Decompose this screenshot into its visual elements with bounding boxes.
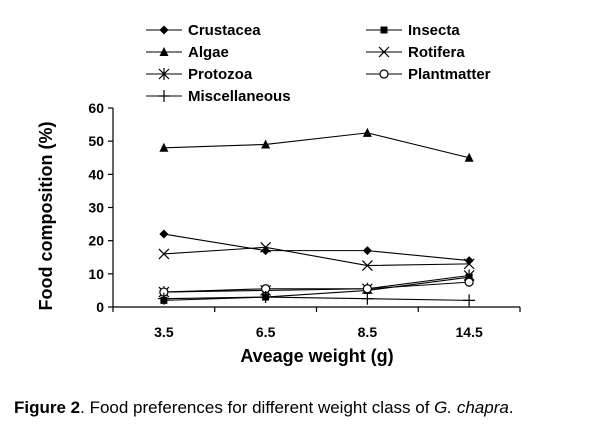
y-axis-title: Food composition (%) [36, 122, 56, 311]
protozoa-line [163, 274, 470, 293]
legend-item-rotifera: Rotifera [366, 44, 465, 61]
legend-item-insecta: Insecta [366, 22, 460, 39]
series-rotifera [158, 241, 475, 271]
crustacea-point [261, 246, 271, 256]
series-plantmatter [159, 277, 474, 297]
series-algae [159, 127, 474, 162]
y-tick-label: 40 [88, 166, 104, 182]
y-tick-label: 50 [88, 133, 104, 149]
legend-marker [158, 90, 170, 102]
plantmatter-point [464, 277, 474, 287]
x-axis-title: Aveage weight (g) [240, 346, 393, 366]
y-tick-label: 20 [88, 233, 104, 249]
algae-point [362, 127, 372, 137]
miscellaneous-point [463, 294, 476, 307]
legend-item-miscellaneous: Miscellaneous [146, 88, 291, 105]
y-tick-label: 0 [96, 299, 104, 315]
legend-marker [159, 25, 169, 35]
rotifera-line [163, 246, 470, 267]
crustacea-line [163, 233, 470, 262]
legend-marker [379, 69, 389, 79]
species-name: G. chapra [434, 398, 509, 417]
algae-line [163, 132, 470, 159]
y-tick-label: 60 [88, 100, 104, 116]
line-chart: Crustacea Insecta Algae Rotifera Protozoa Pla… [36, 22, 521, 366]
algae-point [159, 142, 169, 152]
legend-label: Algae [188, 44, 229, 61]
chart-series [157, 127, 476, 307]
rotifera-point [260, 241, 272, 253]
legend-item-plantmatter: Plantmatter [366, 66, 491, 83]
x-tick-label: 6.5 [256, 324, 276, 340]
legend-label: Crustacea [188, 22, 261, 39]
legend-label: Rotifera [408, 44, 465, 61]
miscellaneous-line [163, 296, 470, 301]
chart-legend: Crustacea Insecta Algae Rotifera Protozoa Pla… [146, 22, 491, 105]
figure-label: Figure 2 [14, 398, 81, 417]
figure-caption: Figure 2. Food preferences for different… [14, 396, 574, 419]
legend-label: Miscellaneous [188, 88, 291, 105]
chart-axes: 0 10 20 30 40 50 60 3.5 6.5 8.5 14.5 [88, 100, 521, 340]
plantmatter-line [163, 281, 470, 293]
x-tick-label: 3.5 [154, 324, 174, 340]
rotifera-point [361, 260, 373, 271]
crustacea-point [159, 229, 169, 239]
algae-point [464, 152, 474, 162]
legend-marker [159, 47, 169, 56]
legend-item-crustacea: Crustacea [146, 22, 261, 39]
algae-point [261, 139, 271, 149]
legend-label: Protozoa [188, 66, 253, 83]
legend-marker [380, 26, 388, 34]
series-miscellaneous [157, 291, 476, 307]
legend-marker [378, 46, 390, 58]
y-tick-label: 10 [88, 266, 104, 282]
x-tick-label: 14.5 [456, 324, 483, 340]
legend-label: Plantmatter [408, 66, 491, 83]
legend-item-protozoa: Protozoa [146, 66, 253, 83]
x-tick-label: 8.5 [358, 324, 378, 340]
miscellaneous-point [259, 291, 272, 304]
legend-item-algae: Algae [146, 44, 229, 61]
legend-label: Insecta [408, 22, 460, 39]
rotifera-point [463, 258, 475, 270]
crustacea-point [362, 246, 372, 256]
plantmatter-point [362, 284, 372, 294]
y-tick-label: 30 [88, 200, 104, 216]
legend-marker [158, 68, 170, 80]
caption-end: . [508, 398, 514, 417]
miscellaneous-point [361, 292, 374, 305]
insecta-line [163, 276, 470, 301]
rotifera-point [158, 248, 170, 260]
caption-text: . Food preferences for different weight … [80, 398, 435, 417]
series-crustacea [159, 229, 474, 266]
miscellaneous-point [157, 292, 170, 305]
crustacea-point [464, 256, 474, 266]
